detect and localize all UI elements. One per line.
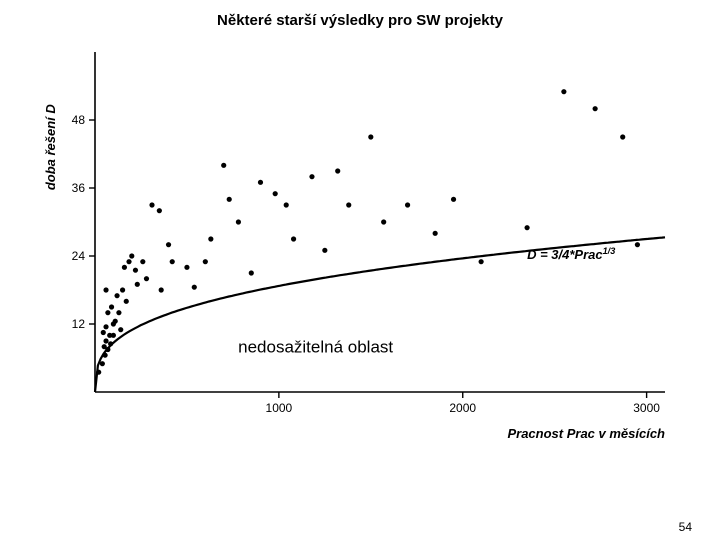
- data-point: [322, 248, 327, 253]
- data-point: [113, 319, 118, 324]
- slide-page: Některé starší výsledky pro SW projekty …: [0, 0, 720, 540]
- x-axis-label: Pracnost Prac v měsících: [507, 426, 665, 441]
- data-point: [129, 253, 134, 258]
- data-point: [118, 327, 123, 332]
- data-point: [479, 259, 484, 264]
- data-point: [451, 197, 456, 202]
- data-point: [284, 202, 289, 207]
- slide-title: Některé starší výsledky pro SW projekty: [0, 12, 720, 29]
- data-point: [221, 163, 226, 168]
- data-point: [184, 265, 189, 270]
- data-point: [249, 270, 254, 275]
- data-point: [227, 197, 232, 202]
- data-point: [192, 285, 197, 290]
- data-point: [620, 134, 625, 139]
- x-tick-label: 2000: [449, 401, 476, 415]
- y-tick-label: 12: [72, 317, 86, 331]
- formula-label: D = 3/4*Prac1/3: [527, 246, 615, 262]
- data-point: [122, 265, 127, 270]
- y-tick-label: 24: [72, 249, 86, 263]
- y-tick-label: 36: [72, 181, 86, 195]
- region-label: nedosažitelná oblast: [238, 337, 393, 356]
- scatter-chart: 1000 2000 3000 12 24 36 48 Pracnost Prac v měsí…: [40, 42, 680, 462]
- data-point: [133, 268, 138, 273]
- data-point: [126, 259, 131, 264]
- data-point: [109, 304, 114, 309]
- data-point: [159, 287, 164, 292]
- data-point: [105, 347, 110, 352]
- data-point: [309, 174, 314, 179]
- data-point: [258, 180, 263, 185]
- data-point: [103, 287, 108, 292]
- data-point: [208, 236, 213, 241]
- data-point: [124, 299, 129, 304]
- data-point: [135, 282, 140, 287]
- data-point: [346, 202, 351, 207]
- x-tick-label: 1000: [266, 401, 293, 415]
- data-point: [405, 202, 410, 207]
- data-point: [96, 370, 101, 375]
- data-point: [381, 219, 386, 224]
- data-point: [166, 242, 171, 247]
- x-tick-label: 3000: [633, 401, 660, 415]
- y-axis-label: doba řešení D: [43, 104, 58, 191]
- data-point: [335, 168, 340, 173]
- chart-container: 1000 2000 3000 12 24 36 48 Pracnost Prac v měsí…: [40, 42, 680, 462]
- data-point: [157, 208, 162, 213]
- data-point: [368, 134, 373, 139]
- page-number: 54: [679, 520, 692, 534]
- data-point: [103, 324, 108, 329]
- y-tick-label: 48: [72, 113, 86, 127]
- data-point: [105, 310, 110, 315]
- data-point: [103, 338, 108, 343]
- data-point: [635, 242, 640, 247]
- data-point: [203, 259, 208, 264]
- data-point: [593, 106, 598, 111]
- data-point: [100, 361, 105, 366]
- data-point: [108, 341, 113, 346]
- data-point: [524, 225, 529, 230]
- data-point: [140, 259, 145, 264]
- data-point: [433, 231, 438, 236]
- data-point: [103, 353, 108, 358]
- data-point: [111, 333, 116, 338]
- data-point: [273, 191, 278, 196]
- data-point: [114, 293, 119, 298]
- data-point: [116, 310, 121, 315]
- data-point: [120, 287, 125, 292]
- data-point: [144, 276, 149, 281]
- data-point: [101, 330, 106, 335]
- data-point: [291, 236, 296, 241]
- data-point: [149, 202, 154, 207]
- data-point: [236, 219, 241, 224]
- data-point: [561, 89, 566, 94]
- data-point: [170, 259, 175, 264]
